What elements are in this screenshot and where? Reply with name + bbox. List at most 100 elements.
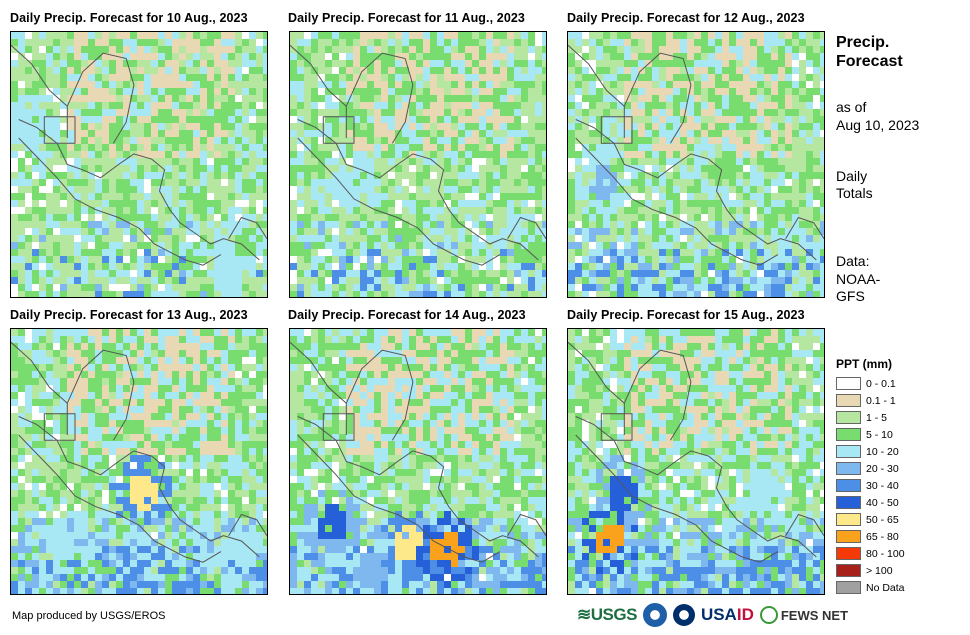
country-border xyxy=(43,413,76,441)
country-border xyxy=(568,44,625,107)
legend-label: > 100 xyxy=(866,564,893,577)
country-border xyxy=(66,349,135,441)
legend-swatch xyxy=(836,411,861,424)
country-border xyxy=(345,349,414,441)
legend-item: 30 - 40 xyxy=(836,477,899,494)
legend-swatch xyxy=(836,513,861,526)
legend-label: 5 - 10 xyxy=(866,428,893,441)
legend-swatch xyxy=(836,462,861,475)
legend-label: 30 - 40 xyxy=(866,479,899,492)
forecast-map-4 xyxy=(10,328,268,595)
precip-field xyxy=(290,32,546,297)
country-border xyxy=(575,434,779,563)
country-border xyxy=(345,52,414,144)
fewsnet-icon xyxy=(759,606,778,624)
legend-label: 80 - 100 xyxy=(866,547,905,560)
legend-item: No Data xyxy=(836,579,905,596)
forecast-map-1 xyxy=(10,31,268,298)
country-border xyxy=(600,116,633,144)
precip-field xyxy=(290,329,546,594)
forecast-map-6 xyxy=(567,328,825,595)
country-border xyxy=(507,216,546,239)
legend-swatch xyxy=(836,547,861,560)
country-border xyxy=(18,137,222,266)
legend-label: No Data xyxy=(866,581,905,594)
panel-title-2: Daily Precip. Forecast for 11 Aug., 2023 xyxy=(288,11,525,25)
legend-label: 65 - 80 xyxy=(866,530,899,543)
legend-item: 5 - 10 xyxy=(836,426,893,443)
legend-swatch xyxy=(836,581,861,594)
forecast-map-3 xyxy=(567,31,825,298)
legend-item: 20 - 30 xyxy=(836,460,899,477)
country-border xyxy=(568,341,625,404)
legend-label: 10 - 20 xyxy=(866,445,899,458)
country-border xyxy=(600,413,633,441)
country-border xyxy=(18,434,222,563)
legend-label: 0 - 0.1 xyxy=(866,377,896,390)
legend-swatch xyxy=(836,496,861,509)
legend-item: 10 - 20 xyxy=(836,443,899,460)
map-credit: Map produced by USGS/EROS xyxy=(12,610,166,622)
legend-label: 1 - 5 xyxy=(866,411,888,424)
country-border xyxy=(290,44,347,107)
as-of-date: Aug 10, 2023 xyxy=(836,117,920,133)
legend-item: 50 - 65 xyxy=(836,511,899,528)
as-of-label: as of xyxy=(836,99,867,115)
usaid-seal-icon xyxy=(672,604,695,626)
country-border xyxy=(297,416,539,558)
daily-totals-label: Daily Totals xyxy=(836,168,873,201)
country-border xyxy=(785,513,824,536)
legend-swatch xyxy=(836,479,861,492)
panel-title-1: Daily Precip. Forecast for 10 Aug., 2023 xyxy=(10,11,248,25)
forecast-map-5 xyxy=(289,328,547,595)
country-border xyxy=(18,119,260,261)
panel-title-5: Daily Precip. Forecast for 14 Aug., 2023 xyxy=(288,308,526,322)
legend-item: 0.1 - 1 xyxy=(836,392,896,409)
fewsnet-logo: FEWS NET xyxy=(759,606,848,624)
country-border xyxy=(575,137,779,266)
country-border xyxy=(11,341,68,404)
data-source: NOAA-GFS xyxy=(836,271,881,304)
country-border xyxy=(297,434,501,563)
legend-item: > 100 xyxy=(836,562,893,579)
country-border xyxy=(507,513,546,536)
legend-swatch xyxy=(836,394,861,407)
legend-swatch xyxy=(836,530,861,543)
usgs-logo: ≋USGS xyxy=(577,605,637,624)
panel-title-6: Daily Precip. Forecast for 15 Aug., 2023 xyxy=(567,308,805,322)
country-border xyxy=(322,413,355,441)
legend-item: 80 - 100 xyxy=(836,545,905,562)
legend-swatch xyxy=(836,564,861,577)
partner-logos: ≋USGS USAID FEWS NET xyxy=(577,602,848,628)
usaid-logo: USAID xyxy=(700,605,754,624)
panel-title-4: Daily Precip. Forecast for 13 Aug., 2023 xyxy=(10,308,248,322)
country-border xyxy=(297,119,539,261)
country-border xyxy=(575,416,817,558)
legend-label: 0.1 - 1 xyxy=(866,394,896,407)
legend-label: 20 - 30 xyxy=(866,462,899,475)
country-border xyxy=(575,119,817,261)
sidebar-title: Precip. Forecast xyxy=(836,34,903,70)
noaa-logo-icon xyxy=(642,603,667,627)
data-label: Data: xyxy=(836,253,870,269)
country-border xyxy=(11,44,68,107)
country-border xyxy=(66,52,135,144)
country-border xyxy=(290,341,347,404)
legend-item: 40 - 50 xyxy=(836,494,899,511)
legend-label: 40 - 50 xyxy=(866,496,899,509)
panel-title-3: Daily Precip. Forecast for 12 Aug., 2023 xyxy=(567,11,805,25)
legend-swatch xyxy=(836,377,861,390)
precip-field xyxy=(11,329,267,594)
legend-item: 65 - 80 xyxy=(836,528,899,545)
country-border xyxy=(43,116,76,144)
forecast-map-2 xyxy=(289,31,547,298)
country-border xyxy=(623,52,692,144)
country-border xyxy=(297,137,501,266)
legend-swatch xyxy=(836,445,861,458)
legend-title: PPT (mm) xyxy=(836,357,893,371)
legend-item: 0 - 0.1 xyxy=(836,375,896,392)
country-border xyxy=(623,349,692,441)
precip-field xyxy=(568,329,824,594)
precip-field xyxy=(11,32,267,297)
legend-swatch xyxy=(836,428,861,441)
